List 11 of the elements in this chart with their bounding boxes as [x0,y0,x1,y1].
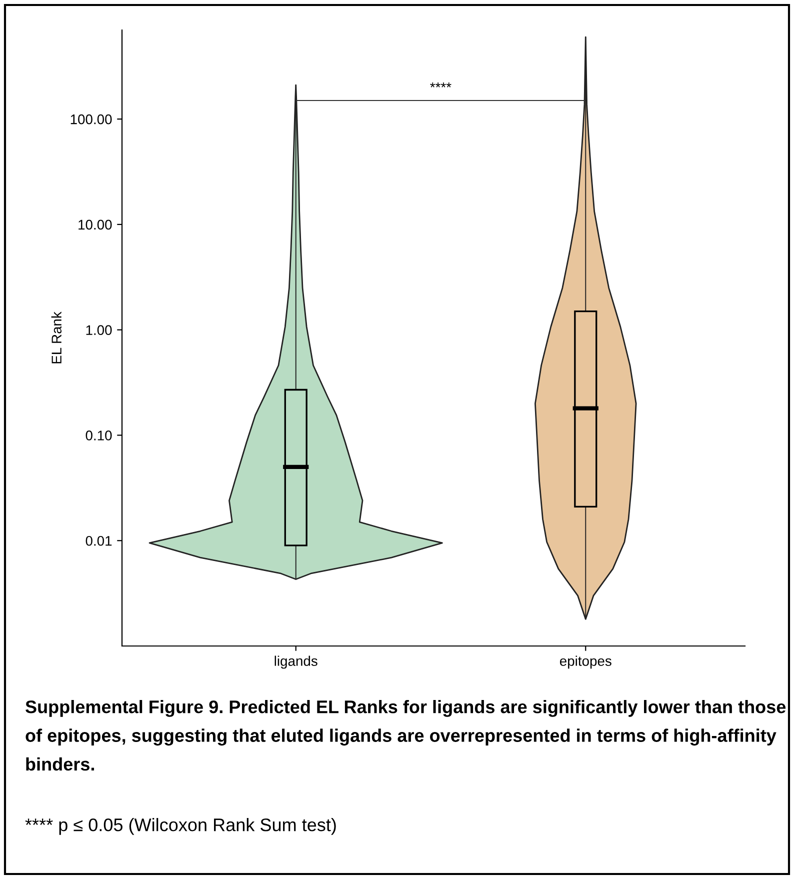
y-tick-label: 1.00 [86,325,112,336]
y-tick-label: 10.00 [78,220,112,230]
y-tick-label: 0.01 [86,536,112,546]
y-tick-label: 100.00 [70,114,112,124]
y-tick-label: 0.10 [86,430,112,440]
x-tick-label: epitopes [560,656,612,669]
text: **** p ≤ 0.05 (Wilcoxon Rank Sum test) [25,818,336,835]
ref-line-label: **** [430,82,452,88]
y-axis-title: EL Rank [51,312,62,364]
x-tick-label: ligands [274,656,318,669]
text: Supplemental Figure 9. Predicted EL Ranks for ligands are significantly lower than those of epitopes, suggesting that eluted ligands are overrepresented in terms of high-affinity binders. [26,700,786,771]
